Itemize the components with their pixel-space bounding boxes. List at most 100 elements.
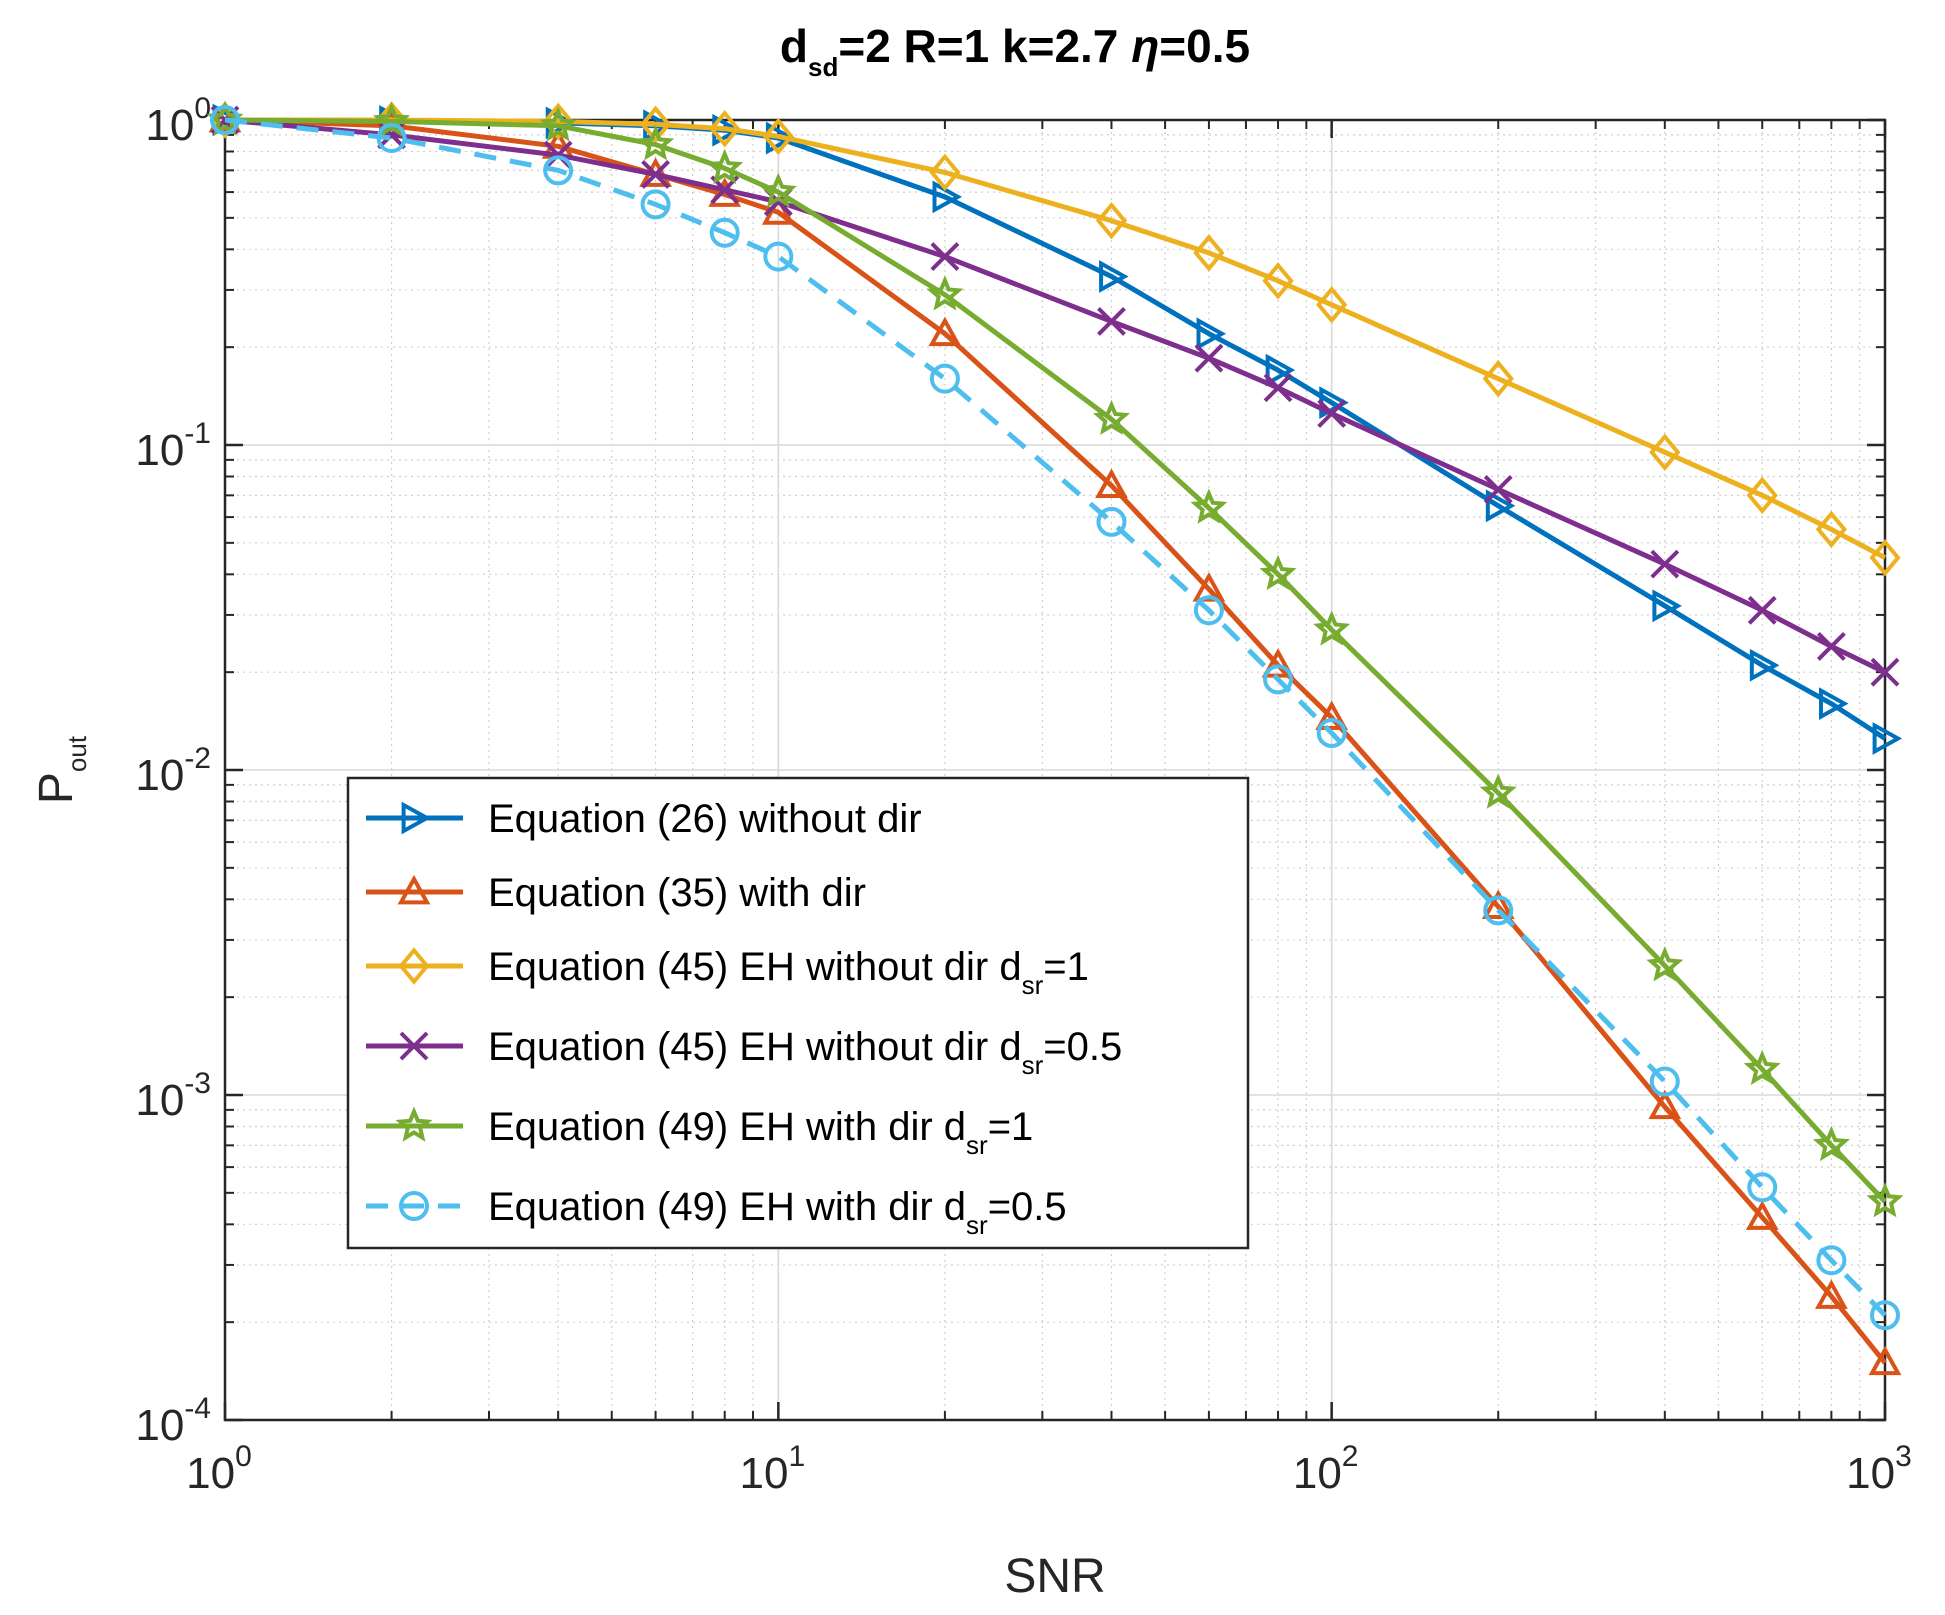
data-point [1747, 1172, 1778, 1203]
data-point [1483, 895, 1514, 926]
series-line [224, 117, 1887, 675]
data-point [539, 106, 577, 142]
data-point [1313, 610, 1351, 646]
data-point [376, 123, 407, 154]
data-point [1652, 589, 1682, 623]
data-point [926, 275, 964, 311]
data-point [1649, 433, 1681, 471]
x-tick-label: 101 [740, 1440, 806, 1498]
data-point [1650, 549, 1680, 579]
legend-label: Equation (35) with dir [488, 871, 866, 915]
data-point [1190, 488, 1228, 524]
data-point [1816, 632, 1846, 661]
x-tick-label: 100 [186, 1440, 252, 1498]
legend: Equation (26) without dir Equation (35) w… [346, 776, 1250, 1250]
data-point [1317, 399, 1347, 428]
series-line [224, 117, 1887, 1318]
data-point [1263, 664, 1294, 695]
data-point [928, 316, 962, 347]
data-point [1093, 399, 1130, 435]
legend-label: Equation (26) without dir [488, 797, 922, 841]
legend-label: Equation (49) EH with dir dsr=0.5 [488, 1185, 1067, 1240]
legend-item: Equation (45) EH without dir dsr=0.5 [366, 1025, 1122, 1080]
series-layer [206, 100, 1904, 1376]
data-point [1479, 773, 1517, 809]
y-axis-label: Pout [30, 735, 92, 804]
y-tick-label: 100 [145, 92, 211, 150]
data-point [1194, 343, 1224, 373]
data-point [373, 101, 411, 138]
legend-box [346, 776, 1250, 1250]
series-line [225, 117, 1887, 560]
legend-marker [398, 947, 430, 985]
data-point [1193, 234, 1225, 272]
legend-label: Equation (45) EH without dir dsr=1 [488, 945, 1089, 1000]
data-point [543, 155, 574, 186]
x-axis-label: SNR [1004, 1550, 1105, 1603]
x-tick-label: 103 [1846, 1440, 1912, 1498]
data-point [637, 125, 675, 161]
legend-label: Equation (45) EH without dir dsr=0.5 [488, 1025, 1122, 1080]
chart-title: dsd=2 R=1 k=2.7 η=0.5 [780, 20, 1250, 82]
data-point [1872, 722, 1903, 755]
data-point [1812, 1125, 1850, 1162]
data-point [1870, 657, 1900, 687]
data-point [1316, 717, 1347, 748]
data-point [1095, 201, 1128, 240]
data-point [929, 153, 961, 192]
data-point [929, 363, 960, 394]
legend-marker [399, 1191, 429, 1221]
data-point [1747, 595, 1777, 625]
legend-item: Equation (45) EH without dir dsr=1 [366, 945, 1089, 1000]
data-point [1315, 700, 1349, 730]
data-point [542, 102, 574, 141]
data-point [1746, 476, 1778, 515]
data-point [1818, 687, 1849, 721]
data-point [932, 180, 963, 214]
data-point [1745, 1200, 1779, 1230]
legend-label: Equation (49) EH with dir dsr=1 [488, 1105, 1033, 1160]
series-6 [210, 105, 1900, 1331]
data-point [1866, 1182, 1904, 1218]
data-point [1096, 506, 1127, 537]
series-3 [209, 101, 1901, 577]
y-tick-label: 10-1 [135, 417, 211, 475]
data-point [1649, 1066, 1680, 1097]
legend-marker [397, 874, 431, 905]
data-point [1482, 359, 1514, 398]
legend-item: Equation (49) EH with dir dsr=1 [366, 1105, 1033, 1160]
data-point [1261, 648, 1295, 678]
legend-item: Equation (35) with dir [366, 871, 866, 915]
data-point [1869, 538, 1901, 577]
data-point [763, 241, 794, 272]
data-point [1097, 307, 1126, 336]
y-tick-label: 10-3 [135, 1067, 211, 1125]
data-point [640, 189, 671, 220]
series-line [224, 117, 1887, 1204]
data-point [543, 140, 573, 170]
data-point [210, 105, 240, 135]
data-point [639, 105, 672, 144]
data-point [1483, 475, 1513, 504]
data-point [930, 242, 960, 271]
data-point [1816, 1245, 1847, 1276]
y-tick-label: 10-2 [135, 742, 211, 800]
data-point [1481, 889, 1515, 919]
data-point [1262, 262, 1294, 300]
series-line [224, 117, 1887, 1365]
x-tick-label: 102 [1293, 1440, 1359, 1498]
data-point [1868, 1345, 1902, 1376]
data-point [1099, 260, 1129, 293]
data-point [1259, 554, 1297, 591]
data-point [762, 117, 794, 156]
data-point [1485, 489, 1516, 523]
data-point [709, 110, 741, 148]
legend-item: Equation (49) EH with dir dsr=0.5 [366, 1185, 1067, 1240]
data-point [1749, 648, 1780, 682]
data-point [1870, 1300, 1900, 1331]
data-point [1316, 286, 1348, 324]
data-point [641, 160, 670, 189]
data-point [1263, 373, 1293, 403]
data-point [709, 217, 740, 248]
